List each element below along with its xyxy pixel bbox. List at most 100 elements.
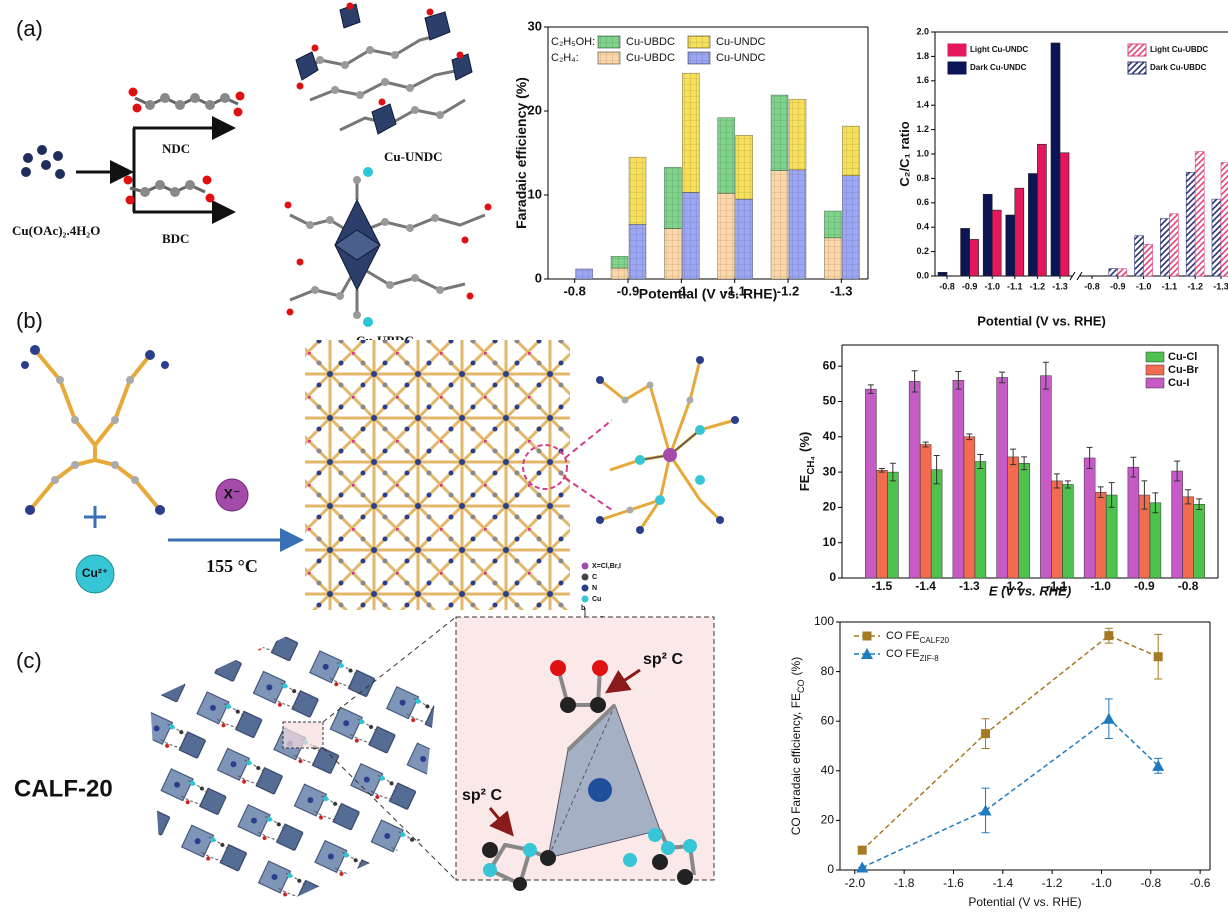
bar [1040, 375, 1052, 579]
x-tick-label: -1.3 [959, 579, 980, 593]
legend-label: Dark Cu-UBDC [1150, 63, 1207, 72]
legend-subscript: ZIF-8 [920, 654, 940, 663]
bar-segment [735, 135, 753, 200]
y-tick-label: 10 [823, 535, 837, 549]
axis-break [1076, 271, 1083, 281]
marker [861, 648, 873, 659]
bar [974, 461, 987, 579]
bar [1094, 491, 1107, 579]
bar-segment [628, 224, 647, 280]
plus-sign [84, 506, 106, 528]
legend-label: Light Cu-UNDC [970, 45, 1028, 54]
bar [1149, 502, 1162, 579]
x-tick-label: -1.1 [1007, 281, 1023, 291]
key-label: C [592, 574, 597, 581]
key-label: N [592, 585, 597, 592]
y-tick-label: 1.2 [916, 124, 929, 134]
panel-label: (a) [16, 16, 43, 41]
bar [1018, 463, 1030, 579]
bar [1108, 268, 1119, 277]
bar-segment [575, 268, 593, 280]
x-tick-label: -1 [676, 283, 688, 298]
bar [1014, 187, 1025, 277]
error-bar [1174, 460, 1181, 482]
legend-group-label: C₂H₄: [551, 52, 579, 64]
bar [1182, 496, 1194, 579]
bar-segment [842, 175, 860, 280]
sp2-label: sp² C [643, 651, 683, 668]
bar-segment [788, 98, 807, 171]
y-tick-label: 0.6 [916, 197, 929, 207]
bar [865, 388, 877, 579]
error-bar [1097, 486, 1104, 499]
bar [1134, 235, 1144, 277]
bar-segment [628, 156, 647, 225]
legend-label: CO FEZIF-8 [886, 648, 939, 663]
cu-undc-label: Cu-UNDC [384, 149, 443, 164]
y-tick-label: 20 [528, 102, 542, 117]
y-tick-label: 2.0 [916, 26, 929, 36]
x-tick-label: -1.2 [777, 283, 799, 298]
legend-group-label: C₂H₅OH: [551, 36, 595, 48]
bar-segment [824, 210, 842, 239]
legend-label: CO FECALF20 [886, 630, 950, 645]
temperature-label: 155 °C [206, 556, 258, 576]
zoom-box [282, 721, 324, 749]
bar [1005, 214, 1016, 277]
marker [1153, 652, 1163, 662]
legend-label: Cu-UBDC [626, 52, 675, 64]
x-tick-label: -1.1 [1047, 579, 1068, 593]
y-axis-title: C₂/C₁ ratio [897, 121, 912, 186]
error-bar [1053, 473, 1060, 489]
bar [887, 471, 899, 579]
calf20-label: CALF-20 [14, 775, 113, 802]
error-bar [911, 370, 918, 393]
cu-ubdc-structure [284, 167, 492, 327]
x-tick-label: -0.9 [962, 281, 978, 291]
zoom-lines [322, 616, 457, 881]
mof-lattice [305, 340, 570, 610]
bar-segment [717, 193, 735, 280]
y-axis-title: Faradaic efficiency (%) [513, 77, 529, 229]
x-tick-label: -1.1 [1162, 281, 1178, 291]
bar [1062, 484, 1074, 579]
marker [862, 631, 872, 641]
legend-swatch [687, 35, 711, 49]
error-bar [1152, 492, 1159, 514]
bar [1169, 213, 1179, 277]
bar [919, 444, 932, 579]
zoom-lines [564, 419, 613, 511]
x-tick-label: -0.9 [1110, 281, 1126, 291]
error-bar [955, 370, 962, 390]
y-tick-label: 1.4 [916, 100, 929, 110]
y-tick-label: 0.2 [916, 246, 929, 256]
x-tick-label: -0.9 [617, 283, 639, 298]
anion [215, 478, 249, 512]
bar [930, 469, 943, 579]
x-tick-label: -1.6 [943, 876, 964, 890]
y-tick-label: 10 [528, 186, 542, 201]
error-bar [867, 384, 874, 394]
bar [937, 272, 948, 277]
x-tick-label: -1.2 [1030, 281, 1046, 291]
x-tick-label: -2.0 [844, 876, 865, 890]
bar [960, 228, 970, 277]
cation-label: Cu²⁺ [82, 566, 108, 580]
error-bar [1141, 480, 1148, 510]
bar [1083, 457, 1096, 579]
x-tick-label: -1.2 [1003, 579, 1024, 593]
legend-swatch [947, 61, 967, 75]
marker [1102, 712, 1115, 724]
precursor-label: Cu(OAc)₂.4H₂O [12, 223, 100, 238]
x-axis-title: E (V vs. RHE) [989, 583, 1071, 598]
bar [1127, 466, 1140, 579]
marker [981, 729, 991, 739]
legend-swatch [1127, 61, 1147, 75]
x-tick-label: -0.9 [1134, 579, 1155, 593]
y-axis-title-sub: CO [796, 679, 806, 693]
bar [1051, 480, 1063, 579]
x-tick-label: -1.2 [1042, 876, 1063, 890]
error-bar [878, 468, 885, 473]
axis-break [1069, 271, 1076, 281]
